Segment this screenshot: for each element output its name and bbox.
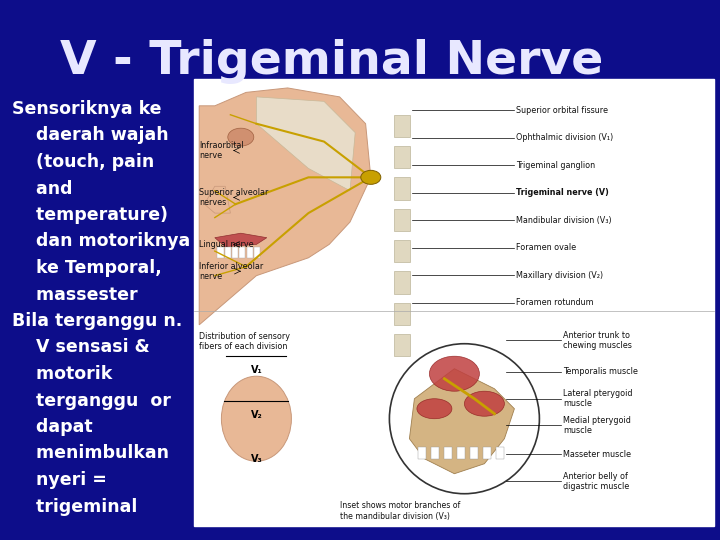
Text: temperature): temperature) [12, 206, 168, 224]
Bar [394, 334, 410, 356]
Text: V₁: V₁ [251, 365, 263, 375]
Circle shape [390, 344, 539, 494]
Text: Medial pterygoid
muscle: Medial pterygoid muscle [563, 416, 631, 435]
Bar [483, 447, 492, 458]
Polygon shape [215, 233, 267, 247]
Text: Inset shows motor branches of
the mandibular division (V₃): Inset shows motor branches of the mandib… [340, 502, 460, 521]
Text: terganggu  or: terganggu or [12, 392, 171, 409]
Text: V₂: V₂ [251, 410, 263, 420]
Bar [217, 247, 224, 258]
Text: Superior orbital fissure: Superior orbital fissure [516, 106, 608, 115]
Text: Mandibular division (V₃): Mandibular division (V₃) [516, 215, 612, 225]
Text: Anterior trunk to
chewing muscles: Anterior trunk to chewing muscles [563, 331, 632, 350]
Text: Temporalis muscle: Temporalis muscle [563, 367, 638, 376]
Text: menimbulkan: menimbulkan [12, 444, 169, 462]
Polygon shape [204, 186, 230, 213]
Text: nyeri =: nyeri = [12, 471, 107, 489]
Ellipse shape [417, 399, 452, 418]
Ellipse shape [361, 170, 381, 184]
Bar [418, 447, 426, 458]
Bar [444, 447, 452, 458]
Text: Foramen rotundum: Foramen rotundum [516, 298, 594, 307]
Text: Foramen ovale: Foramen ovale [516, 243, 577, 252]
Bar [470, 447, 478, 458]
Bar [246, 247, 253, 258]
Bar [239, 247, 246, 258]
Text: Anterior belly of
digastric muscle: Anterior belly of digastric muscle [563, 471, 629, 491]
Text: Sensoriknya ke: Sensoriknya ke [12, 100, 161, 118]
Bar [394, 271, 410, 294]
Polygon shape [199, 88, 371, 325]
Text: V₃: V₃ [251, 455, 263, 464]
Bar [496, 447, 505, 458]
Text: Masseter muscle: Masseter muscle [563, 450, 631, 459]
Polygon shape [410, 369, 514, 474]
Text: Lateral pterygoid
muscle: Lateral pterygoid muscle [563, 389, 633, 408]
Ellipse shape [429, 356, 480, 391]
Bar [232, 247, 238, 258]
Text: (touch, pain: (touch, pain [12, 153, 154, 171]
Text: Infraorbital
nerve: Infraorbital nerve [199, 141, 244, 160]
Text: V - Trigeminal Nerve: V - Trigeminal Nerve [60, 39, 603, 84]
Ellipse shape [222, 376, 292, 461]
Text: dan motoriknya: dan motoriknya [12, 233, 190, 251]
Text: Distribution of sensory
fibers of each division: Distribution of sensory fibers of each d… [199, 332, 290, 351]
Ellipse shape [464, 391, 505, 416]
Bar [394, 302, 410, 325]
Text: Bila terganggu n.: Bila terganggu n. [12, 312, 182, 330]
Text: Lingual nerve: Lingual nerve [199, 240, 254, 249]
Text: and: and [12, 179, 73, 198]
Text: motorik: motorik [12, 365, 112, 383]
Text: Trigeminal nerve (V): Trigeminal nerve (V) [516, 188, 609, 197]
Text: Maxillary division (V₂): Maxillary division (V₂) [516, 271, 603, 280]
Bar [194, 79, 714, 526]
Text: ke Temporal,: ke Temporal, [12, 259, 162, 277]
Text: Trigeminal ganglion: Trigeminal ganglion [516, 161, 595, 170]
Bar [394, 208, 410, 231]
Text: trigeminal: trigeminal [12, 497, 138, 516]
Text: Inferior alveolar
nerve: Inferior alveolar nerve [199, 261, 264, 281]
Bar [394, 177, 410, 200]
Bar [254, 247, 260, 258]
Bar [394, 146, 410, 168]
Text: Ophthalmic division (V₁): Ophthalmic division (V₁) [516, 133, 613, 142]
Ellipse shape [228, 128, 254, 146]
Bar [431, 447, 439, 458]
Text: massester: massester [12, 286, 138, 303]
Bar [457, 447, 465, 458]
Text: dapat: dapat [12, 418, 93, 436]
Bar [394, 240, 410, 262]
Text: Superior alveolar
nerves: Superior alveolar nerves [199, 188, 269, 207]
Bar [394, 115, 410, 137]
Polygon shape [256, 97, 355, 191]
Text: daerah wajah: daerah wajah [12, 126, 168, 145]
Text: V sensasi &: V sensasi & [12, 339, 150, 356]
Bar [225, 247, 231, 258]
